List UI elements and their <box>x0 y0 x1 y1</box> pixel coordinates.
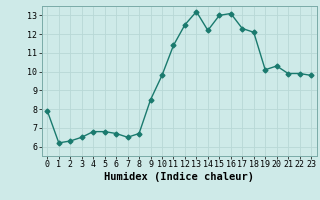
X-axis label: Humidex (Indice chaleur): Humidex (Indice chaleur) <box>104 172 254 182</box>
